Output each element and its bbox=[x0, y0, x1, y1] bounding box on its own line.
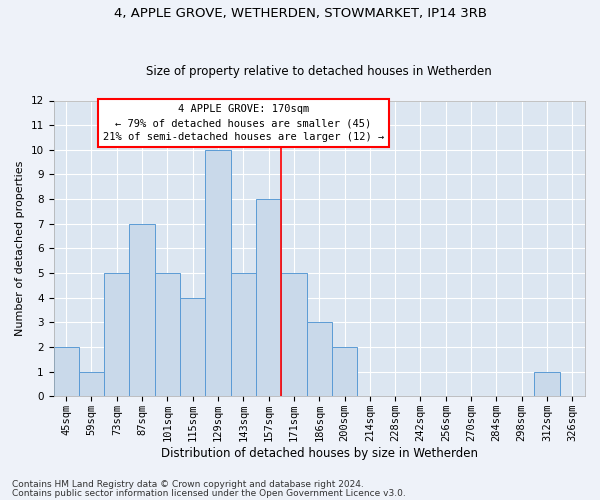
Bar bbox=[307, 322, 332, 396]
Bar bbox=[332, 347, 357, 397]
Bar bbox=[281, 273, 307, 396]
Bar bbox=[155, 273, 180, 396]
Bar bbox=[180, 298, 205, 396]
Title: Size of property relative to detached houses in Wetherden: Size of property relative to detached ho… bbox=[146, 66, 492, 78]
Bar bbox=[256, 199, 281, 396]
X-axis label: Distribution of detached houses by size in Wetherden: Distribution of detached houses by size … bbox=[161, 447, 478, 460]
Bar bbox=[79, 372, 104, 396]
Text: Contains public sector information licensed under the Open Government Licence v3: Contains public sector information licen… bbox=[12, 488, 406, 498]
Bar bbox=[230, 273, 256, 396]
Bar bbox=[53, 347, 79, 397]
Bar bbox=[205, 150, 230, 396]
Bar bbox=[104, 273, 130, 396]
Text: Contains HM Land Registry data © Crown copyright and database right 2024.: Contains HM Land Registry data © Crown c… bbox=[12, 480, 364, 489]
Text: 4 APPLE GROVE: 170sqm
← 79% of detached houses are smaller (45)
21% of semi-deta: 4 APPLE GROVE: 170sqm ← 79% of detached … bbox=[103, 104, 384, 142]
Text: 4, APPLE GROVE, WETHERDEN, STOWMARKET, IP14 3RB: 4, APPLE GROVE, WETHERDEN, STOWMARKET, I… bbox=[113, 8, 487, 20]
Y-axis label: Number of detached properties: Number of detached properties bbox=[15, 160, 25, 336]
Bar bbox=[535, 372, 560, 396]
Bar bbox=[130, 224, 155, 396]
